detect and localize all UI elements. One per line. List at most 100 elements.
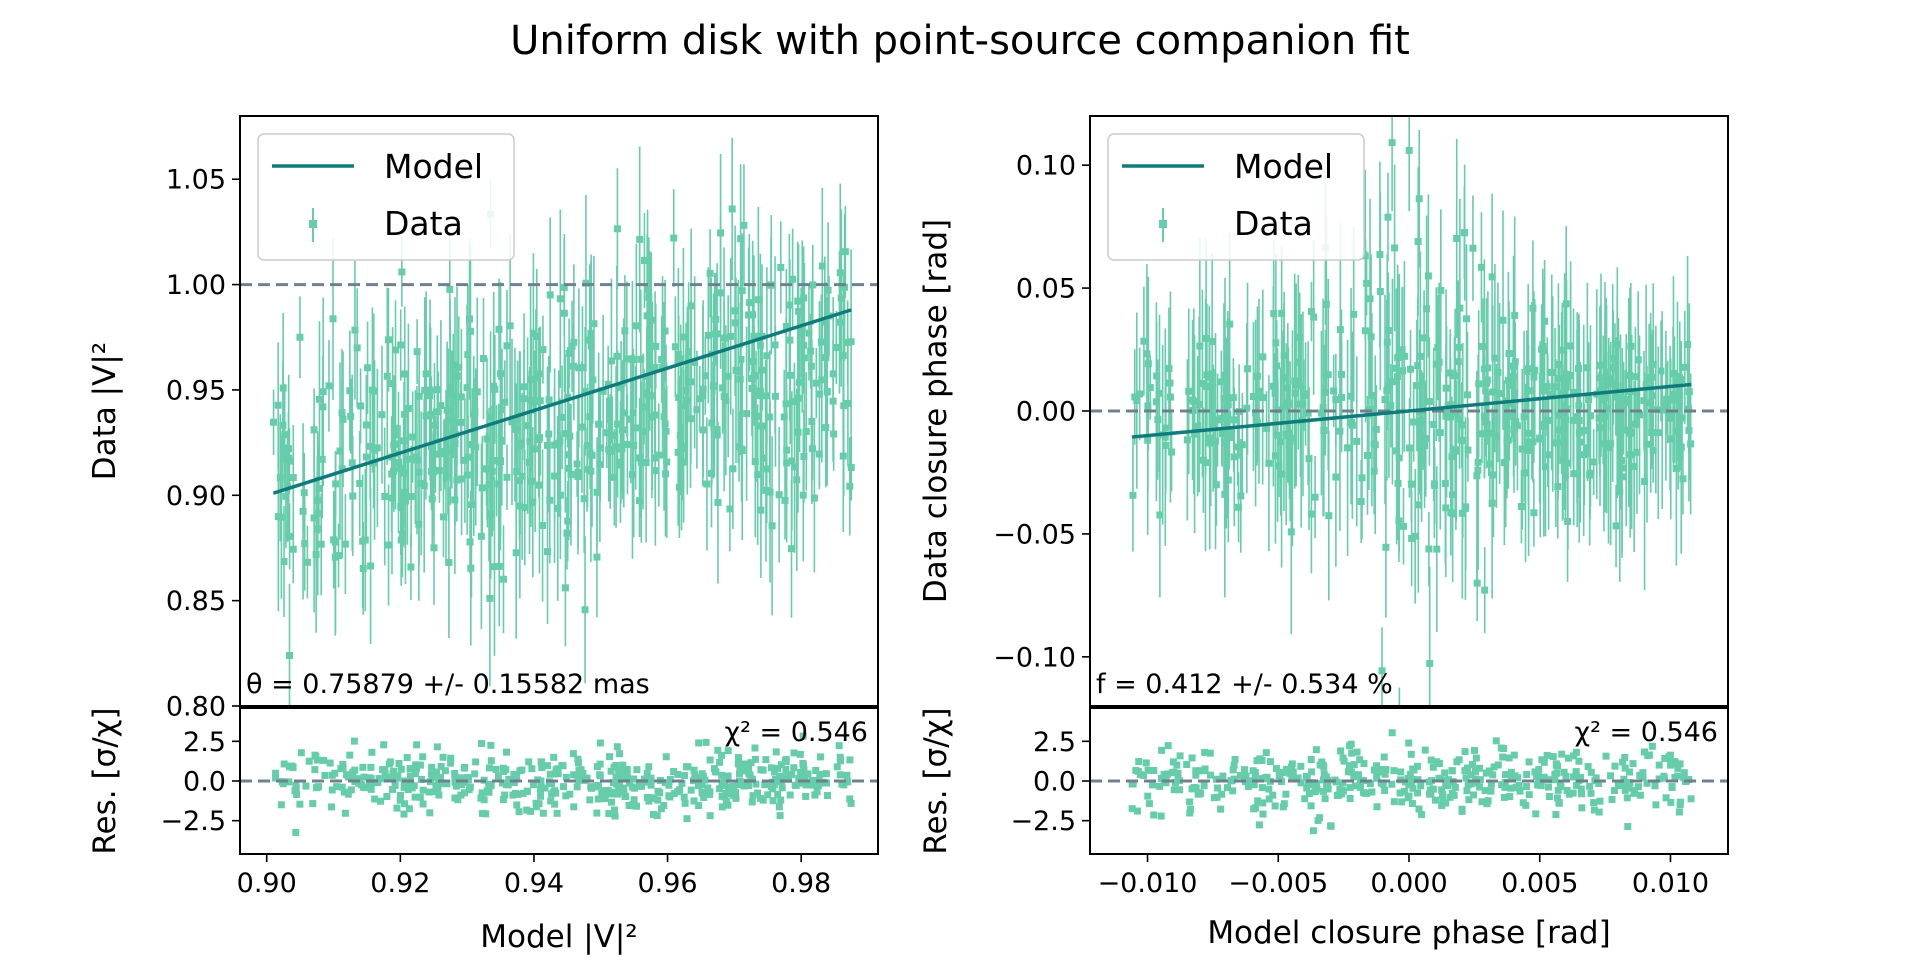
- residual-point: [511, 789, 519, 797]
- data-point: [726, 505, 734, 513]
- data-point: [1291, 389, 1299, 397]
- data-point: [398, 268, 406, 276]
- data-point: [1206, 439, 1214, 447]
- data-point: [274, 401, 282, 409]
- data-point: [1249, 393, 1257, 401]
- data-point: [1221, 372, 1229, 380]
- residual-point: [302, 782, 310, 790]
- data-point: [1244, 365, 1252, 373]
- data-point: [1529, 304, 1537, 312]
- data-point: [1657, 367, 1665, 375]
- residual-point: [1623, 794, 1631, 802]
- data-point: [781, 496, 789, 504]
- data-point: [1525, 444, 1533, 452]
- data-point: [428, 495, 436, 503]
- data-point: [841, 248, 849, 256]
- residual-point: [296, 800, 304, 808]
- data-point: [1230, 453, 1238, 461]
- residual-point: [1404, 794, 1412, 802]
- residual-point: [1408, 800, 1416, 808]
- data-point: [822, 424, 830, 432]
- residual-point: [405, 805, 413, 813]
- data-point: [1275, 462, 1283, 470]
- data-point: [756, 392, 764, 400]
- data-point: [303, 558, 311, 566]
- y-tick-label: 0.95: [166, 375, 226, 406]
- residual-point: [1312, 746, 1320, 754]
- data-point: [1319, 404, 1327, 412]
- data-point: [1511, 311, 1519, 319]
- residual-point: [333, 783, 341, 791]
- data-point: [384, 336, 392, 344]
- residual-point: [547, 797, 555, 805]
- data-point: [617, 461, 625, 469]
- data-point: [1287, 528, 1295, 536]
- residual-point: [1676, 760, 1684, 768]
- data-point: [651, 411, 659, 419]
- data-point: [682, 387, 690, 395]
- residual-point: [428, 763, 436, 771]
- data-point: [1194, 422, 1202, 430]
- data-point: [568, 342, 576, 350]
- data-point: [1350, 310, 1358, 318]
- data-point: [1576, 438, 1584, 446]
- data-point: [847, 338, 855, 346]
- residual-point: [1487, 787, 1495, 795]
- residual-point: [1590, 799, 1598, 807]
- residual-point: [1577, 785, 1585, 793]
- data-point: [451, 440, 459, 448]
- residual-point: [397, 765, 405, 773]
- data-point: [676, 431, 684, 439]
- residual-point: [350, 737, 358, 745]
- residual-point: [1648, 742, 1656, 750]
- data-point: [575, 364, 583, 372]
- residual-point: [1187, 805, 1195, 813]
- residual-point: [601, 795, 609, 803]
- residual-point: [1417, 782, 1425, 790]
- residual-point: [419, 800, 427, 808]
- vis2-main-data: [270, 137, 855, 706]
- data-point: [712, 315, 720, 323]
- data-point: [671, 343, 679, 351]
- data-point: [717, 229, 725, 237]
- data-point: [618, 426, 626, 434]
- residual-point: [1288, 774, 1296, 782]
- residual-point: [616, 750, 624, 758]
- data-point: [713, 431, 721, 439]
- residual-point: [1258, 784, 1266, 792]
- residual-point: [326, 759, 334, 767]
- data-point: [477, 532, 485, 540]
- residual-point: [804, 770, 812, 778]
- data-point: [543, 441, 551, 449]
- residual-point: [502, 781, 510, 789]
- residual-point: [684, 763, 692, 771]
- residual-point: [1271, 802, 1279, 810]
- residual-point: [538, 764, 546, 772]
- data-point: [651, 363, 659, 371]
- data-point: [1658, 406, 1666, 414]
- data-point: [1271, 452, 1279, 460]
- residual-point: [776, 812, 784, 820]
- residual-point: [628, 783, 636, 791]
- residual-point: [781, 757, 789, 765]
- residual-point: [816, 770, 824, 778]
- data-point: [754, 471, 762, 479]
- residual-point: [1170, 786, 1178, 794]
- residual-point: [716, 785, 724, 793]
- data-point: [1513, 422, 1521, 430]
- data-point: [1393, 447, 1401, 455]
- residual-point: [1406, 770, 1414, 778]
- data-point: [621, 327, 629, 335]
- data-point: [503, 473, 511, 481]
- data-point: [1253, 372, 1261, 380]
- data-point: [364, 364, 372, 372]
- residual-point: [383, 792, 391, 800]
- residual-point: [1413, 762, 1421, 770]
- residual-point: [435, 791, 443, 799]
- data-point: [655, 451, 663, 459]
- residual-point: [1164, 742, 1172, 750]
- data-point: [1191, 430, 1199, 438]
- residual-point: [1258, 756, 1266, 764]
- data-point: [737, 235, 745, 243]
- residual-point: [1552, 760, 1560, 768]
